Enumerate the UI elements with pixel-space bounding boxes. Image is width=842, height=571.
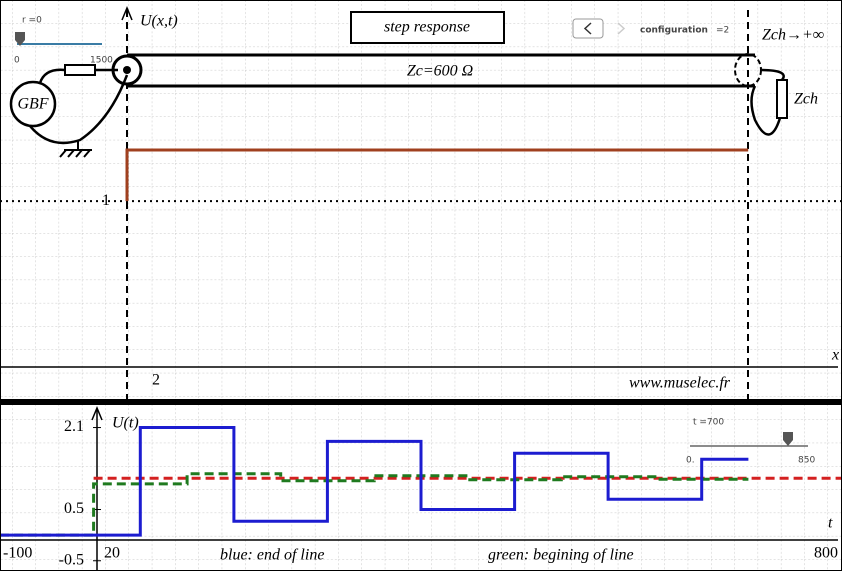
x-label: t bbox=[828, 515, 833, 532]
y-tick-label: 1 bbox=[102, 192, 110, 209]
wire bbox=[750, 68, 785, 136]
slider-max: 1500 bbox=[90, 56, 113, 66]
legend-note: green: begining of line bbox=[488, 547, 634, 564]
prev-icon bbox=[583, 22, 592, 35]
annotation: 2 bbox=[152, 372, 160, 389]
impedance-label: Zc=600 Ω bbox=[407, 63, 473, 80]
config-label: configuration bbox=[640, 26, 708, 36]
arrow bbox=[121, 6, 133, 21]
generator-label: GBF bbox=[17, 96, 48, 113]
slider-min: 0. bbox=[686, 456, 695, 466]
load-label: Zch bbox=[794, 91, 818, 108]
slider-min: 0 bbox=[14, 56, 20, 66]
x-tick-label: 800 bbox=[814, 545, 838, 562]
slider-max: 850 bbox=[798, 456, 815, 466]
next-icon[interactable] bbox=[617, 22, 626, 35]
x-label: x bbox=[831, 347, 839, 364]
ground bbox=[59, 141, 92, 158]
connector-pin bbox=[123, 66, 131, 74]
series-line bbox=[0, 426, 749, 537]
load-condition: Zch→+∞ bbox=[762, 27, 824, 44]
x-tick-label: -100 bbox=[3, 545, 32, 562]
slider-knob[interactable] bbox=[783, 432, 793, 446]
title: step response bbox=[384, 19, 470, 36]
slider-label: t =700 bbox=[693, 418, 724, 428]
arrow bbox=[91, 406, 103, 421]
y-tick-label: 2.1 bbox=[64, 418, 84, 435]
website: www.muselec.fr bbox=[629, 375, 731, 392]
resistor bbox=[64, 64, 96, 76]
y-tick-label: 0.5 bbox=[64, 500, 84, 517]
y-label: U(t) bbox=[112, 415, 139, 432]
y-tick-label: -0.5 bbox=[59, 551, 84, 568]
legend-note: blue: end of line bbox=[220, 547, 324, 564]
separator bbox=[0, 399, 842, 405]
series-line bbox=[125, 148, 749, 202]
annotation: 20 bbox=[104, 545, 120, 562]
config-value: =2 bbox=[716, 26, 729, 36]
title-box bbox=[350, 11, 505, 44]
prev-button[interactable] bbox=[572, 18, 604, 39]
load bbox=[776, 79, 788, 119]
slider-label: r =0 bbox=[22, 16, 42, 26]
slider-knob[interactable] bbox=[15, 32, 25, 46]
y-label: U(x,t) bbox=[140, 13, 178, 30]
wire bbox=[29, 68, 129, 145]
generator bbox=[9, 80, 57, 128]
